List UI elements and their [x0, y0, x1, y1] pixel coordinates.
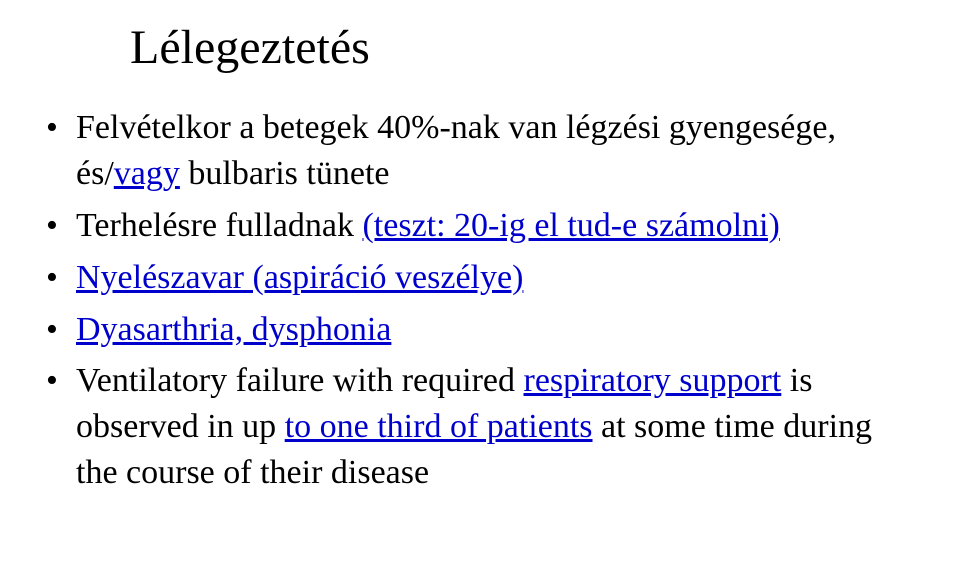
list-item: Felvételkor a betegek 40%-nak van légzés… — [40, 105, 920, 197]
list-item: Terhelésre fulladnak (teszt: 20-ig el tu… — [40, 203, 920, 249]
bullet-text: Terhelésre fulladnak — [76, 207, 362, 244]
list-item: Nyelészavar (aspiráció veszélye) — [40, 255, 920, 301]
list-item: Ventilatory failure with required respir… — [40, 358, 920, 496]
bullet-link: Nyelészavar (aspiráció veszélye) — [76, 259, 523, 296]
bullet-link: Dyasarthria, dysphonia — [76, 311, 391, 348]
bullet-text: bulbaris tünete — [180, 155, 390, 192]
slide-title: Lélegeztetés — [130, 20, 920, 75]
bullet-link: vagy — [114, 155, 180, 192]
bullet-link: to one third of patients — [285, 408, 593, 445]
bullet-list: Felvételkor a betegek 40%-nak van légzés… — [40, 105, 920, 496]
bullet-link: respiratory support — [524, 362, 782, 399]
bullet-text: Ventilatory failure with required — [76, 362, 524, 399]
slide: Lélegeztetés Felvételkor a betegek 40%-n… — [0, 0, 960, 580]
list-item: Dyasarthria, dysphonia — [40, 307, 920, 353]
bullet-link: (teszt: 20-ig el tud-e számolni) — [362, 207, 779, 244]
